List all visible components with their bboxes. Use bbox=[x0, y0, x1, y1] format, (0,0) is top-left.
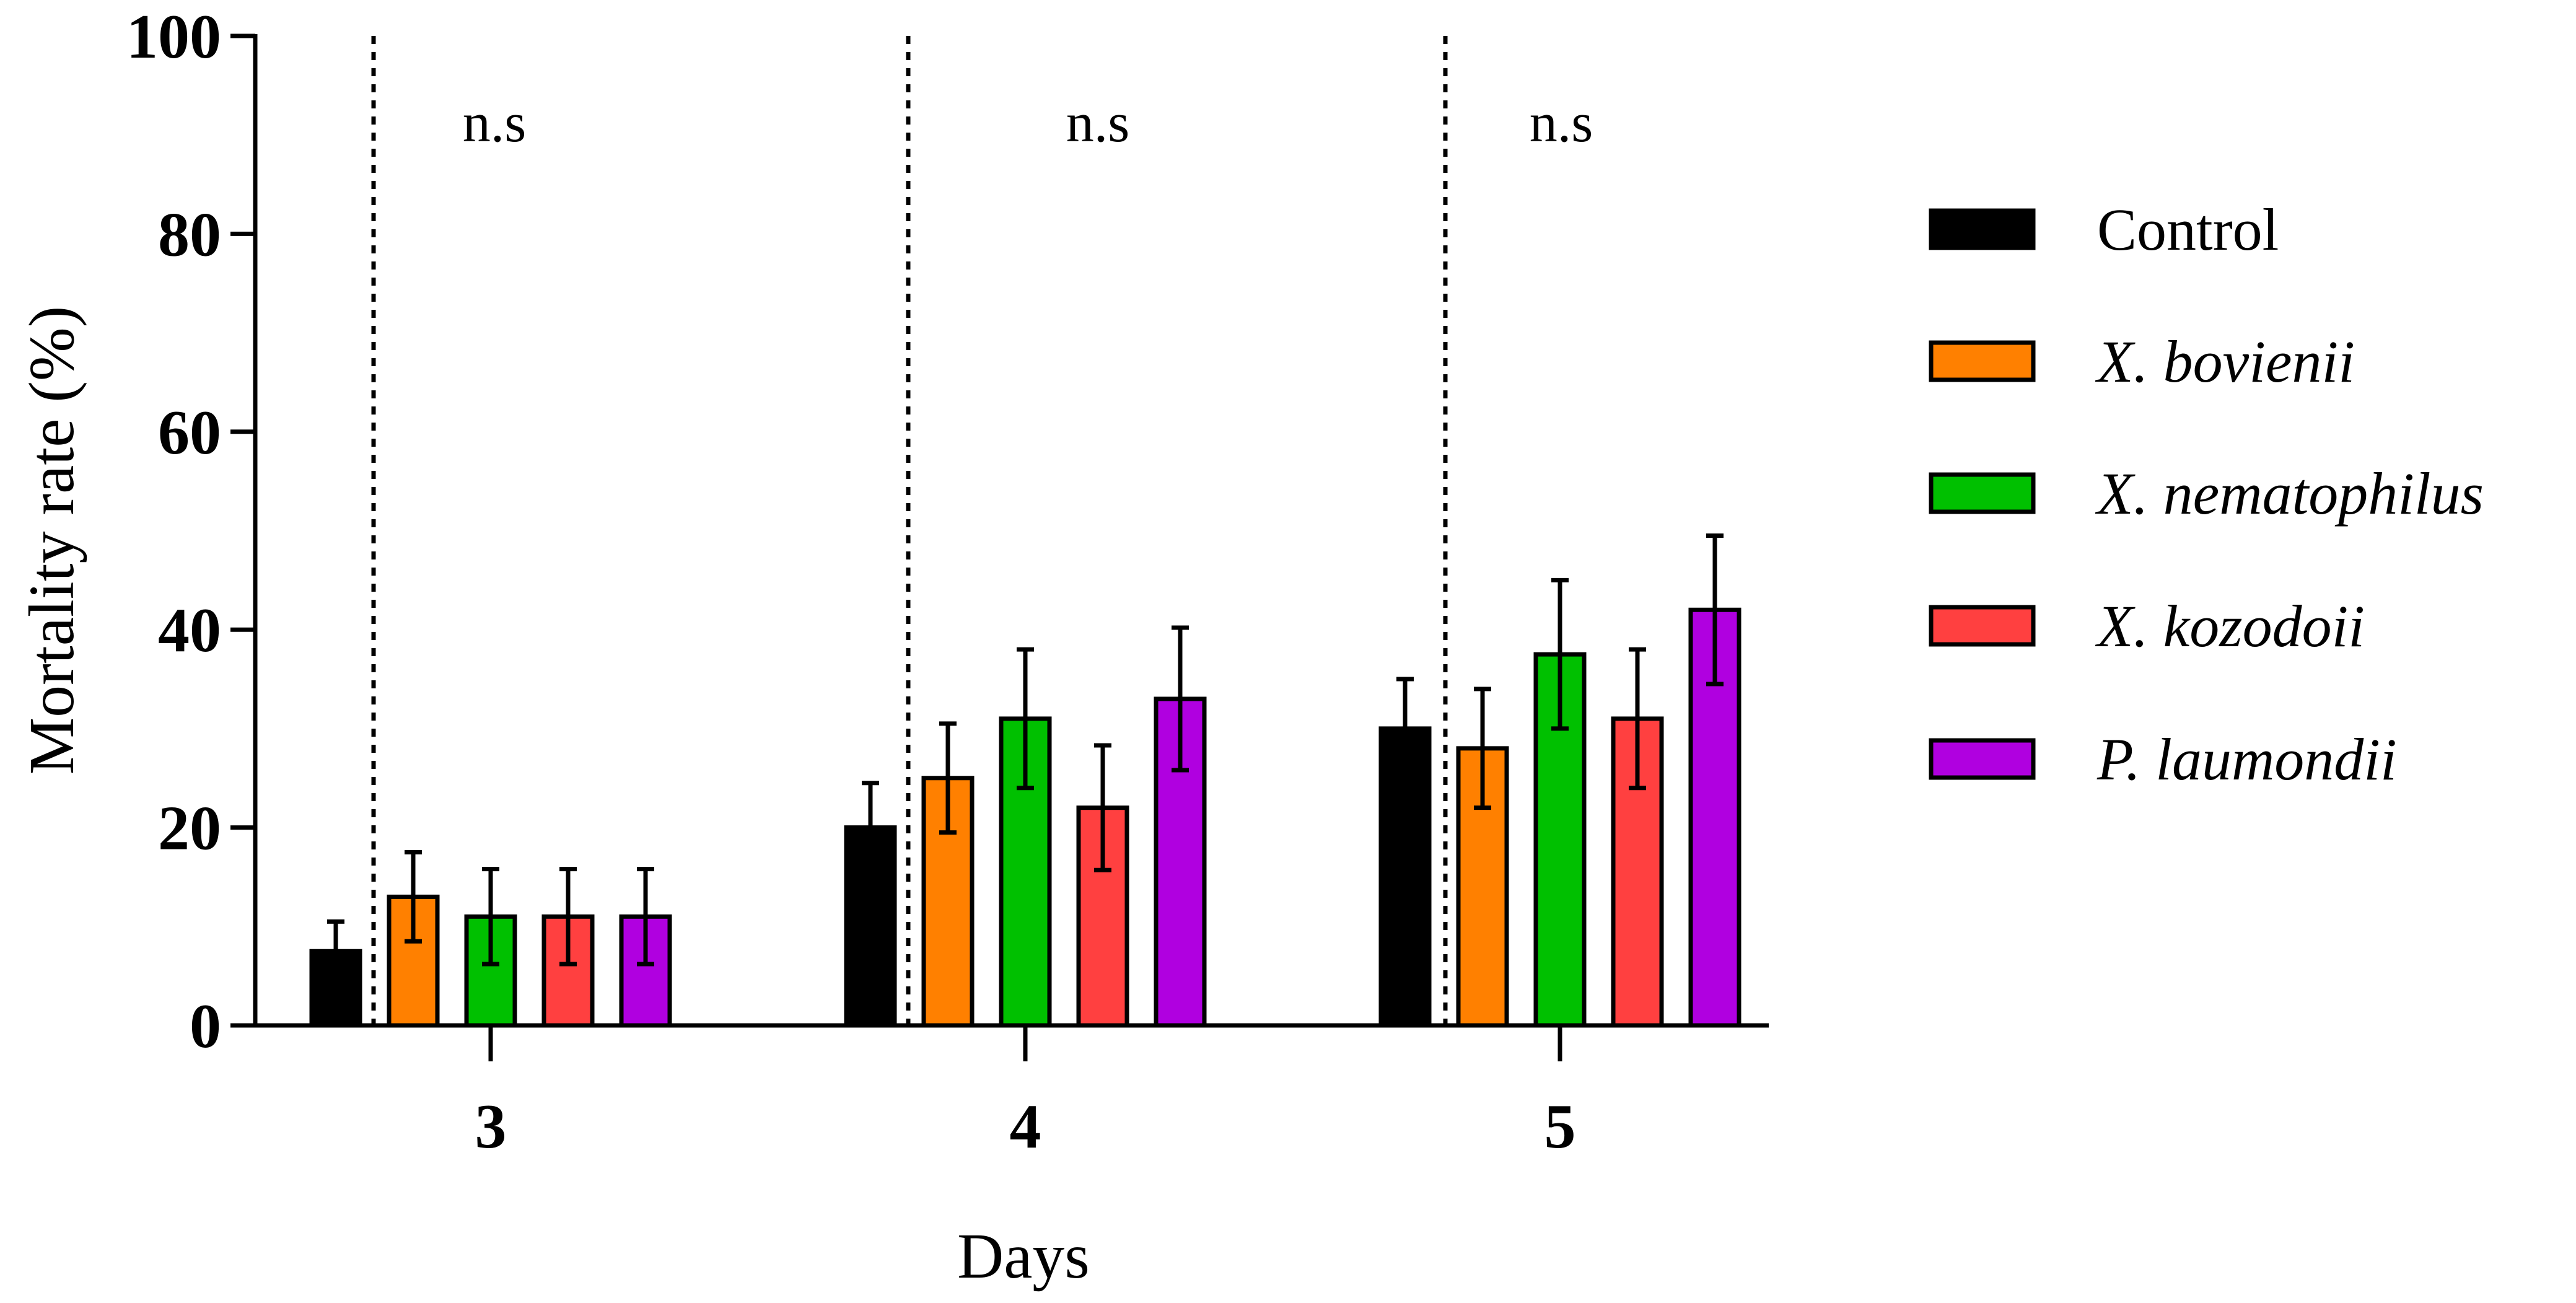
axes bbox=[253, 34, 1769, 1028]
y-ticks: 0 20 40 60 80 100 bbox=[126, 2, 255, 1061]
legend-swatch-control bbox=[1929, 208, 2036, 250]
legend-label-x-kozodoii: X. kozodoii bbox=[2095, 593, 2365, 659]
y-tick-label: 0 bbox=[190, 991, 221, 1061]
legend-label-x-bovienii: X. bovienii bbox=[2095, 328, 2355, 395]
x-ticks: 3 4 5 bbox=[475, 1025, 1576, 1162]
legend-swatch-p-laumondii bbox=[1929, 738, 2036, 780]
x-tick-label: 5 bbox=[1544, 1092, 1576, 1162]
x-tick-label: 3 bbox=[475, 1092, 507, 1162]
legend: Control X. bovienii X. nematophilus X. kozo… bbox=[1929, 196, 2484, 792]
y-tick-label: 80 bbox=[158, 200, 221, 270]
significance-label: n.s bbox=[463, 92, 527, 154]
significance-label: n.s bbox=[1066, 92, 1130, 154]
significance-annotations: n.s n.s n.s bbox=[463, 92, 1593, 154]
legend-swatch-x-bovienii bbox=[1929, 340, 2036, 382]
y-axis-title: Mortality rate (%) bbox=[16, 306, 87, 775]
bars-layer bbox=[309, 533, 1741, 1028]
group-dividers bbox=[371, 36, 1448, 1025]
y-tick-label: 60 bbox=[158, 398, 221, 468]
significance-label: n.s bbox=[1530, 92, 1593, 154]
legend-swatch-x-kozodoii bbox=[1929, 605, 2036, 647]
legend-label-p-laumondii: P. laumondii bbox=[2096, 726, 2397, 792]
y-tick-label: 40 bbox=[158, 595, 221, 665]
x-axis-title: Days bbox=[957, 1221, 1090, 1292]
legend-label-x-nematophilus: X. nematophilus bbox=[2095, 460, 2484, 527]
legend-label-control: Control bbox=[2097, 196, 2279, 263]
y-tick-label: 100 bbox=[126, 2, 221, 72]
y-tick-label: 20 bbox=[158, 794, 221, 864]
legend-swatch-x-nematophilus bbox=[1929, 472, 2036, 514]
x-tick-label: 4 bbox=[1010, 1092, 1041, 1162]
